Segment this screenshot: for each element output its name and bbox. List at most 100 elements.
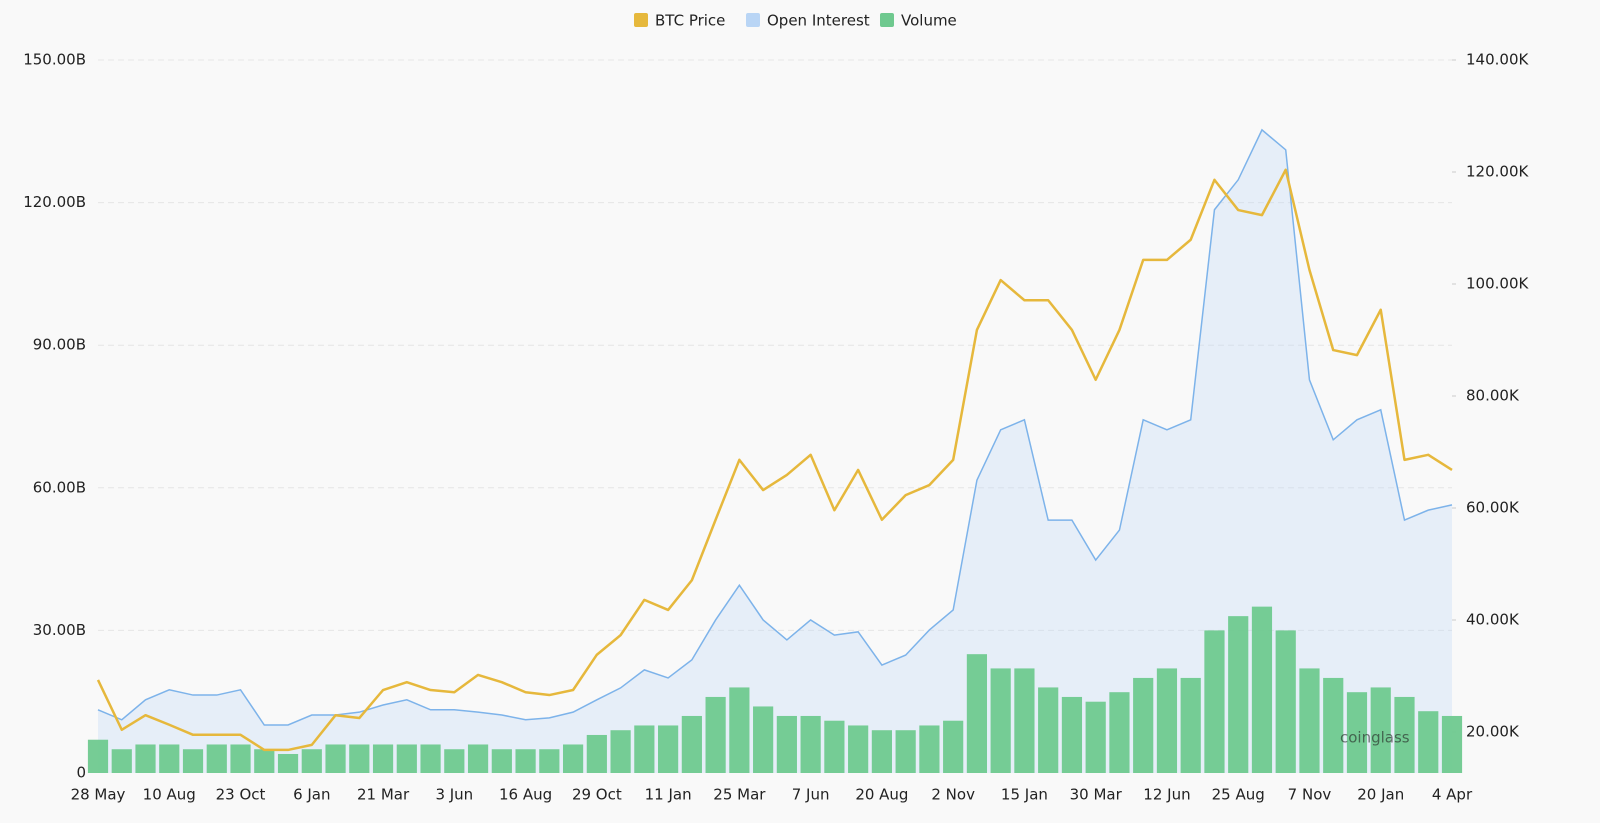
- volume-bar: [1275, 630, 1296, 773]
- legend-label[interactable]: BTC Price: [655, 12, 725, 30]
- volume-bar: [919, 725, 940, 773]
- volume-bar: [1014, 668, 1035, 773]
- volume-bar: [1251, 606, 1273, 773]
- volume-bar: [301, 749, 322, 773]
- y-tick-label: 120.00B: [23, 193, 86, 211]
- x-tick-label: 29 Oct: [572, 786, 622, 804]
- x-tick-label: 15 Jan: [1001, 786, 1048, 804]
- y-tick-label: 30.00B: [33, 621, 86, 639]
- volume-bar: [1394, 696, 1415, 773]
- volume-bar: [1228, 616, 1249, 773]
- y-tick-label: 150.00B: [23, 51, 86, 69]
- legend-label[interactable]: Volume: [901, 12, 957, 30]
- x-tick-label: 20 Aug: [855, 786, 908, 804]
- open-interest-area: [98, 129, 1452, 773]
- volume-bar: [1085, 701, 1106, 773]
- legend-swatch[interactable]: [880, 13, 894, 27]
- volume-bar: [182, 749, 204, 773]
- y-tick-label: 0: [76, 764, 86, 782]
- volume-bar: [1441, 715, 1463, 773]
- volume-bar: [349, 744, 370, 773]
- volume-bar: [586, 734, 607, 773]
- volume-bar: [1061, 696, 1083, 773]
- volume-bar: [562, 744, 584, 773]
- x-tick-label: 30 Mar: [1070, 786, 1123, 804]
- volume-bar: [1156, 668, 1178, 773]
- y-tick-label: 90.00B: [33, 336, 86, 354]
- volume-bar: [1346, 692, 1368, 773]
- volume-bar: [943, 720, 964, 773]
- volume-bar: [681, 715, 702, 773]
- x-tick-label: 12 Jun: [1143, 786, 1190, 804]
- volume-bar: [1299, 668, 1320, 773]
- volume-bar: [634, 725, 655, 773]
- x-tick-label: 2 Nov: [931, 786, 975, 804]
- x-tick-label: 28 May: [71, 786, 126, 804]
- volume-bar: [491, 749, 512, 773]
- volume-bar: [396, 744, 417, 773]
- volume-bar: [1180, 677, 1201, 773]
- volume-bar: [729, 687, 750, 773]
- x-tick-label: 6 Jan: [293, 786, 330, 804]
- volume-bar: [1038, 687, 1059, 773]
- volume-bar: [444, 749, 465, 773]
- x-tick-label: 25 Mar: [713, 786, 766, 804]
- x-tick-label: 25 Aug: [1212, 786, 1265, 804]
- volume-bar: [254, 749, 275, 773]
- volume-bar: [1370, 687, 1391, 773]
- y2-tick-label: 20.00K: [1466, 723, 1520, 741]
- x-tick-label: 7 Jun: [792, 786, 830, 804]
- volume-bar: [705, 696, 726, 773]
- volume-bar: [87, 739, 109, 773]
- x-tick-label: 20 Jan: [1357, 786, 1404, 804]
- volume-bar: [800, 715, 821, 773]
- y2-tick-label: 140.00K: [1466, 51, 1529, 69]
- x-tick-label: 23 Oct: [216, 786, 266, 804]
- volume-bar: [658, 725, 679, 773]
- x-tick-label: 3 Jun: [435, 786, 473, 804]
- volume-bar: [848, 725, 869, 773]
- volume-bar: [753, 706, 774, 773]
- watermark: coinglass: [1340, 729, 1410, 747]
- volume-bar: [824, 720, 845, 773]
- volume-bar: [895, 730, 916, 773]
- y2-tick-label: 100.00K: [1466, 275, 1529, 293]
- legend-label[interactable]: Open Interest: [767, 12, 870, 30]
- volume-bar: [966, 654, 988, 773]
- legend-swatch[interactable]: [746, 13, 760, 27]
- volume-bar: [159, 744, 180, 773]
- volume-bar: [325, 744, 346, 773]
- legend-swatch[interactable]: [634, 13, 648, 27]
- price-line: [96, 168, 1453, 752]
- volume-bar: [1109, 692, 1130, 773]
- volume-bar: [1204, 630, 1225, 773]
- volume-bar: [776, 715, 797, 773]
- volume-bar: [467, 744, 489, 773]
- x-tick-label: 21 Mar: [357, 786, 410, 804]
- volume-bar: [135, 744, 156, 773]
- x-tick-label: 4 Apr: [1432, 786, 1473, 804]
- x-tick-label: 10 Aug: [143, 786, 196, 804]
- volume-bar: [277, 753, 299, 773]
- volume-bar: [1323, 677, 1344, 773]
- volume-bar: [871, 730, 892, 773]
- volume-bar: [1418, 711, 1439, 773]
- volume-bar: [610, 730, 631, 773]
- x-tick-label: 16 Aug: [499, 786, 552, 804]
- x-tick-label: 7 Nov: [1288, 786, 1332, 804]
- x-tick-label: 11 Jan: [645, 786, 692, 804]
- volume-bar: [230, 744, 251, 773]
- volume-bar: [111, 749, 132, 773]
- volume-bar: [515, 749, 536, 773]
- y-tick-label: 60.00B: [33, 478, 86, 496]
- y2-tick-label: 60.00K: [1466, 499, 1520, 517]
- volume-bar: [990, 668, 1011, 773]
- y2-tick-label: 120.00K: [1466, 163, 1529, 181]
- volume-bar: [420, 744, 441, 773]
- volume-bar: [1133, 677, 1154, 773]
- y2-tick-label: 80.00K: [1466, 387, 1520, 405]
- y2-tick-label: 40.00K: [1466, 611, 1520, 629]
- volume-bar: [372, 744, 394, 773]
- volume-bar: [206, 744, 227, 773]
